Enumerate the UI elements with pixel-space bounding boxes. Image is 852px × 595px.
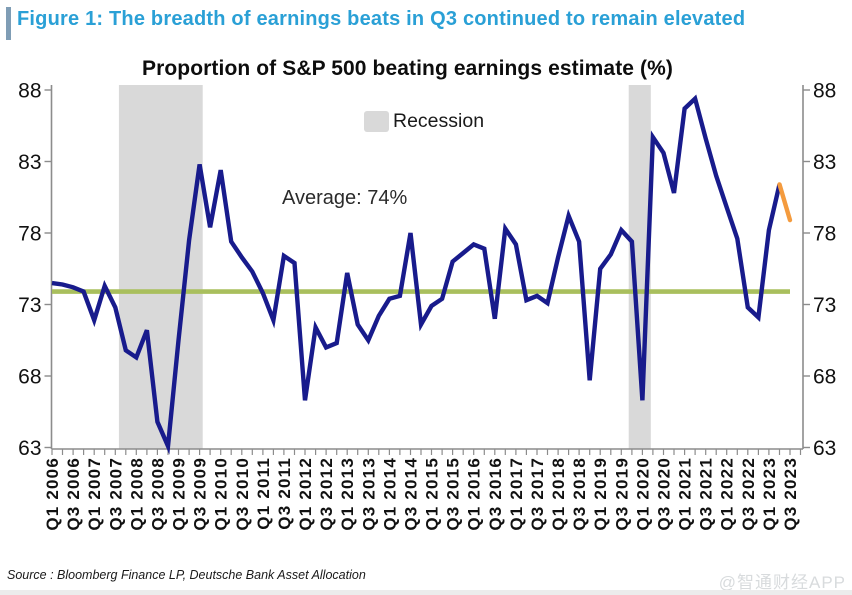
- x-tick-label: Q3 2019: [612, 457, 631, 531]
- source-note: Source : Bloomberg Finance LP, Deutsche …: [7, 568, 366, 582]
- x-tick-label: Q3 2012: [317, 457, 336, 531]
- x-tick-label: Q1 2013: [338, 457, 357, 531]
- recession-legend-label: Recession: [393, 110, 485, 132]
- x-tick-label: Q1 2018: [549, 457, 568, 531]
- x-tick-label: Q3 2014: [402, 457, 421, 531]
- x-tick-label: Q3 2011: [275, 457, 294, 530]
- x-tick-label: Q3 2007: [106, 457, 125, 531]
- recession-swatch: [364, 111, 389, 132]
- x-tick-label: Q3 2018: [570, 457, 589, 531]
- y-tick-label-left: 68: [18, 366, 41, 389]
- x-tick-label: Q1 2017: [507, 457, 526, 531]
- x-tick-label: Q1 2023: [760, 457, 779, 531]
- series-final-segment: [777, 182, 793, 223]
- x-tick-label: Q3 2022: [739, 457, 758, 531]
- x-tick-label: Q1 2011: [254, 457, 273, 530]
- x-tick-label: Q3 2015: [444, 457, 463, 531]
- y-tick-label-left: 88: [18, 80, 41, 103]
- recession-legend: Recession: [364, 110, 484, 133]
- x-tick-label: Q3 2023: [781, 457, 800, 531]
- recession-band: [118, 85, 203, 449]
- x-tick-label: Q1 2008: [127, 457, 146, 531]
- x-tick-label: Q1 2015: [423, 457, 442, 531]
- y-tick-label-left: 83: [18, 151, 41, 174]
- x-tick-label: Q1 2021: [676, 457, 695, 531]
- x-tick-label: Q1 2019: [591, 457, 610, 531]
- x-tick-label: Q1 2020: [633, 457, 652, 531]
- header-accent-bar: [6, 7, 11, 40]
- y-tick-label-right: 83: [813, 151, 836, 174]
- x-tick-label: Q1 2010: [212, 457, 231, 531]
- x-tick-label: Q1 2016: [465, 457, 484, 531]
- y-tick-label-right: 73: [813, 294, 836, 317]
- y-tick-label-left: 78: [18, 223, 41, 246]
- x-tick-label: Q3 2009: [191, 457, 210, 531]
- series-line: [51, 94, 782, 455]
- y-tick-label-left: 73: [18, 294, 41, 317]
- average-annotation: Average: 74%: [282, 187, 408, 209]
- watermark: @智通财经APP: [718, 573, 846, 592]
- y-tick-label-left: 63: [18, 437, 41, 460]
- figure-header: Figure 1: The breadth of earnings beats …: [0, 0, 852, 46]
- x-tick-label: Q3 2013: [359, 457, 378, 531]
- figure-caption: Figure 1: The breadth of earnings beats …: [17, 8, 746, 30]
- x-tick-label: Q3 2017: [528, 457, 547, 531]
- x-tick-label: Q3 2010: [233, 457, 252, 531]
- x-tick-label: Q1 2014: [380, 457, 399, 531]
- x-tick-label: Q3 2020: [655, 457, 674, 531]
- x-tick-label: Q3 2016: [486, 457, 505, 531]
- y-tick-label-right: 68: [813, 366, 836, 389]
- y-tick-label-right: 88: [813, 80, 836, 103]
- y-tick-label-right: 63: [813, 437, 836, 460]
- y-tick-label-right: 78: [813, 223, 836, 246]
- chart-title: Proportion of S&P 500 beating earnings e…: [142, 57, 673, 80]
- x-tick-label: Q3 2006: [64, 457, 83, 531]
- x-tick-label: Q1 2009: [170, 457, 189, 531]
- bottom-strip: [0, 590, 852, 595]
- x-tick-label: Q1 2012: [296, 457, 315, 531]
- x-tick-label: Q3 2008: [148, 457, 167, 531]
- x-tick-label: Q3 2021: [697, 457, 716, 531]
- x-tick-label: Q1 2006: [43, 457, 62, 531]
- x-tick-label: Q1 2007: [85, 457, 104, 531]
- x-tick-label: Q1 2022: [718, 457, 737, 531]
